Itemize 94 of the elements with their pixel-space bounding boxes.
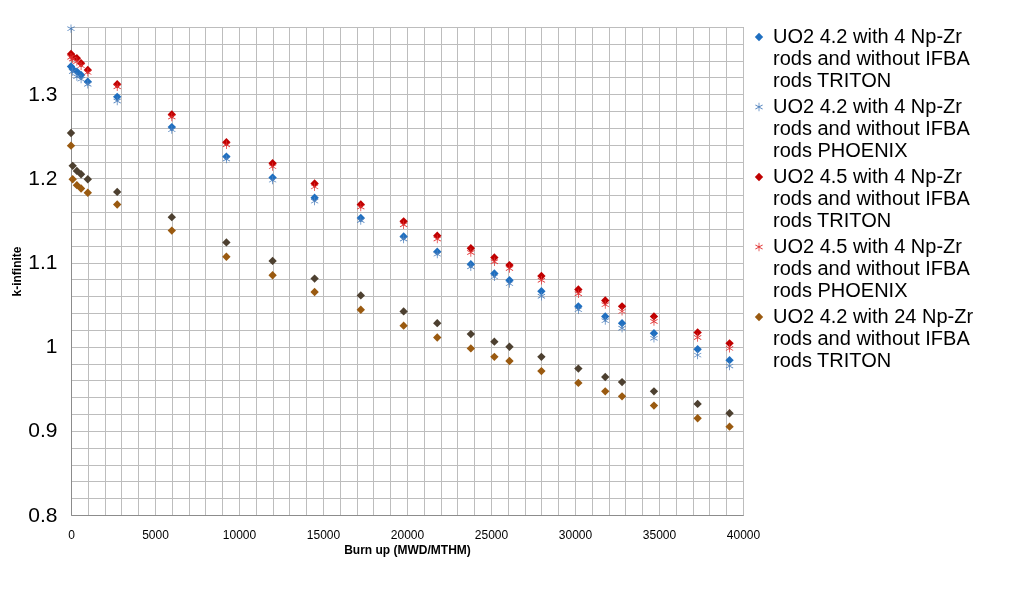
point: [399, 307, 408, 316]
point: [76, 184, 86, 193]
point: [433, 318, 442, 328]
point: [505, 264, 514, 273]
point: [490, 352, 499, 361]
point: [693, 328, 702, 337]
point: [83, 188, 92, 197]
point: [505, 356, 514, 366]
y-tick-label: 1.2: [28, 165, 58, 189]
x-tick-label: 0: [68, 527, 76, 542]
point: [617, 302, 627, 311]
point: [693, 350, 702, 360]
point: [76, 70, 86, 80]
point: [649, 401, 659, 410]
point: [601, 316, 610, 325]
point: [433, 333, 442, 342]
x-tick-label: 25000: [474, 527, 509, 542]
point: [601, 387, 610, 396]
point: [399, 321, 408, 330]
point: [649, 387, 659, 396]
point: [72, 166, 82, 176]
point: [76, 170, 86, 179]
point: [268, 256, 277, 266]
x-tick-label: 35000: [642, 527, 677, 542]
point: [649, 329, 659, 338]
legend-label: UO2 4.2 with 4 Np-Zr rods and without IFBA rods TRITON: [773, 25, 971, 91]
x-tick-label: 15000: [306, 527, 341, 542]
point: [505, 342, 514, 351]
point: [617, 377, 627, 387]
point: [649, 312, 659, 321]
point: [490, 272, 499, 282]
y-tick-label: 1: [45, 334, 58, 358]
point: [72, 181, 82, 190]
point: [537, 366, 546, 376]
point: [356, 305, 365, 314]
point: [725, 361, 734, 371]
point: [725, 344, 734, 353]
point: [574, 364, 583, 373]
point: [537, 352, 546, 361]
point: [113, 200, 122, 209]
x-tick-label: 5000: [142, 527, 170, 542]
x-tick-label: 20000: [390, 527, 425, 542]
point: [601, 372, 610, 382]
point: [68, 161, 77, 171]
point: [310, 274, 319, 283]
y-tick-label: 0.9: [28, 418, 58, 442]
point: [433, 234, 442, 244]
point: [693, 399, 702, 409]
point: [310, 182, 319, 192]
y-tick-label: 1.3: [28, 81, 58, 105]
point: [725, 422, 734, 431]
legend-label: UO2 4.2 with 24 Np-Zr rods and without IFBA rods TRITON: [773, 305, 974, 371]
legend-label: UO2 4.5 with 4 Np-Zr rods and without IFBA rods TRITON: [773, 165, 971, 231]
point: [113, 187, 122, 197]
x-tick-label: 30000: [558, 527, 593, 542]
legend-label: UO2 4.5 with 4 Np-Zr rods and without IFBA rods PHOENIX: [773, 235, 971, 301]
point: [490, 337, 499, 346]
point: [725, 409, 734, 418]
y-axis-title: k-infinite: [10, 246, 25, 297]
point: [83, 175, 92, 184]
point: [490, 257, 499, 266]
point: [113, 96, 122, 106]
point: [574, 378, 583, 388]
point: [356, 291, 365, 300]
point: [466, 329, 476, 339]
point: [617, 392, 627, 401]
point: [466, 344, 476, 353]
x-tick-label: 10000: [222, 527, 257, 542]
point: [537, 276, 546, 285]
point: [167, 212, 176, 222]
point: [68, 175, 77, 184]
y-tick-label: 0.8: [28, 502, 58, 526]
point: [467, 248, 475, 257]
point: [167, 226, 176, 235]
point: [268, 271, 277, 280]
legend-label: UO2 4.2 with 4 Np-Zr rods and without IFBA rods PHOENIX: [773, 95, 971, 161]
point: [693, 414, 702, 423]
point: [725, 339, 734, 348]
point: [693, 333, 702, 342]
y-tick-label: 1.1: [28, 250, 58, 274]
point: [310, 287, 319, 297]
point: [574, 285, 583, 294]
point: [222, 238, 231, 247]
point: [617, 318, 627, 328]
point: [601, 300, 610, 309]
point: [66, 128, 76, 138]
point: [113, 92, 122, 102]
point: [693, 345, 702, 354]
point: [490, 253, 499, 262]
x-axis-title: Burn up (MWD/MTHM): [344, 542, 471, 557]
point: [222, 252, 231, 261]
point: [66, 141, 76, 150]
point: [537, 292, 546, 301]
x-tick-label: 40000: [726, 527, 761, 542]
